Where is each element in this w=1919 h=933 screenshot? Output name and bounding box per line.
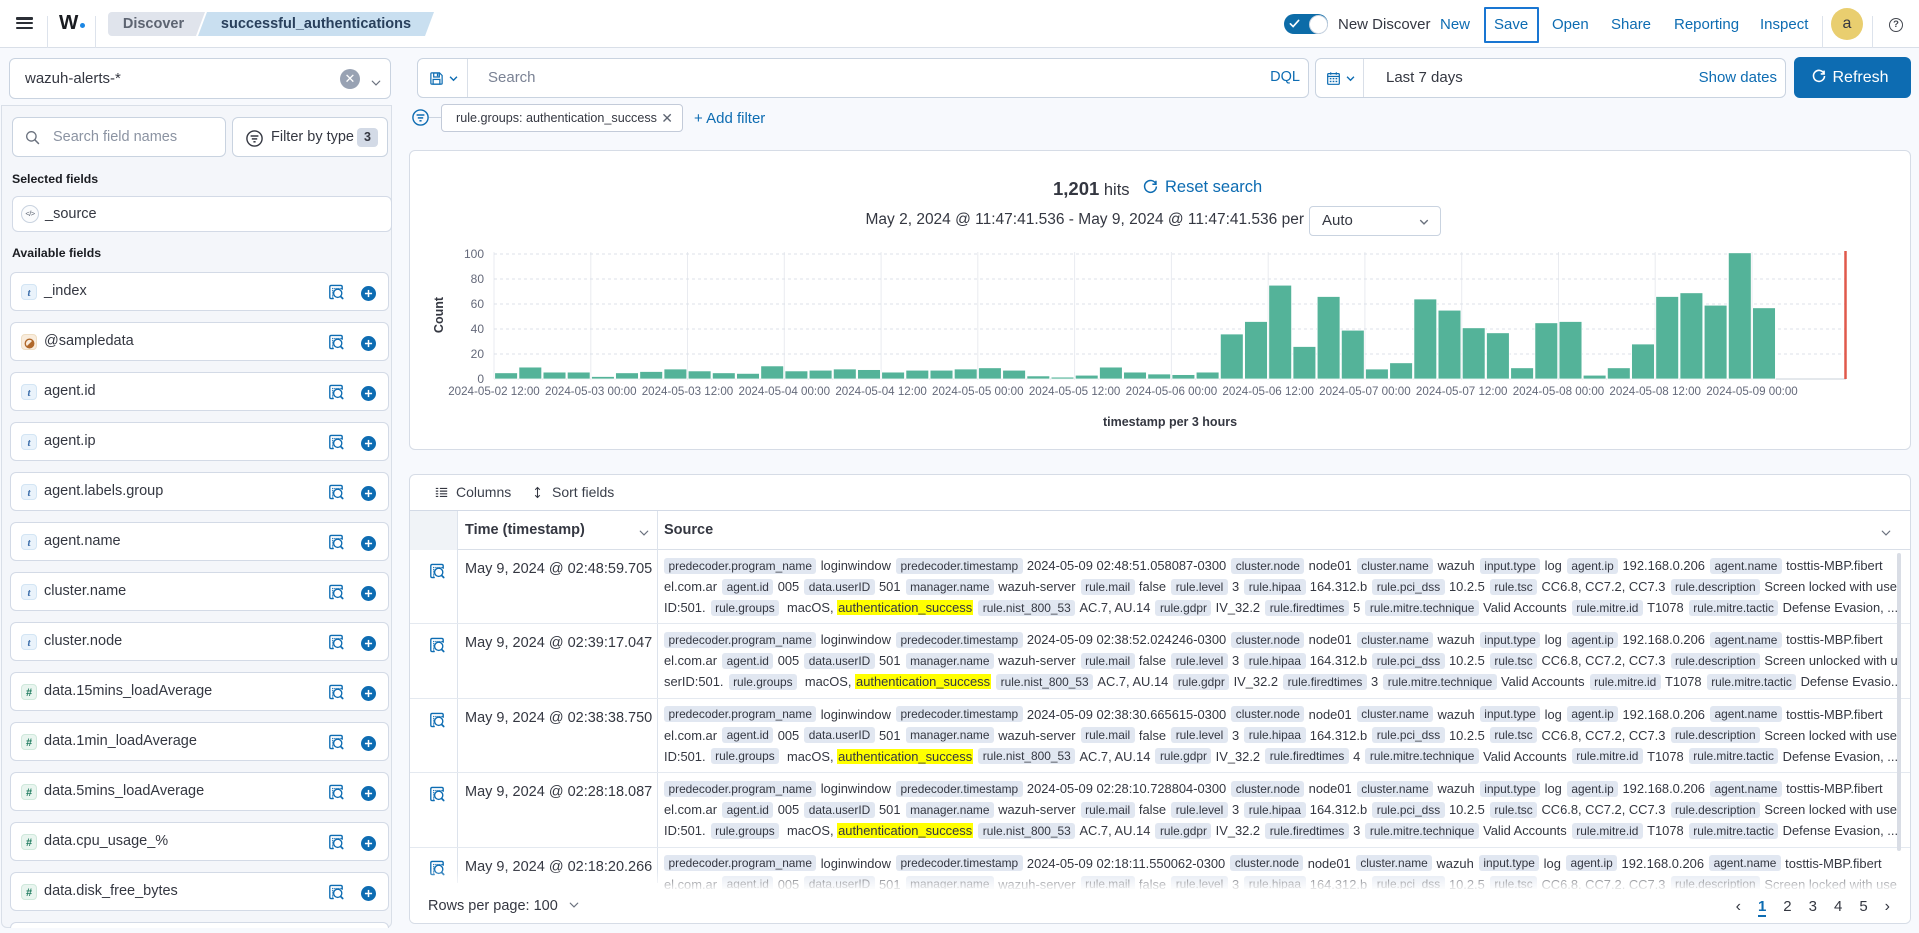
- svg-text:80: 80: [471, 272, 485, 286]
- svg-text:2024-05-05 00:00: 2024-05-05 00:00: [932, 385, 1024, 398]
- svg-text:20: 20: [471, 347, 485, 361]
- svg-text:2024-05-04 00:00: 2024-05-04 00:00: [739, 385, 831, 398]
- svg-text:2024-05-06 00:00: 2024-05-06 00:00: [1126, 385, 1218, 398]
- svg-text:2024-05-05 12:00: 2024-05-05 12:00: [1029, 385, 1121, 398]
- svg-text:2024-05-08 12:00: 2024-05-08 12:00: [1609, 385, 1701, 398]
- svg-text:2024-05-06 12:00: 2024-05-06 12:00: [1222, 385, 1314, 398]
- svg-text:timestamp per 3 hours: timestamp per 3 hours: [1103, 415, 1237, 429]
- svg-text:100: 100: [464, 247, 484, 261]
- svg-text:2024-05-02 12:00: 2024-05-02 12:00: [448, 385, 540, 398]
- svg-text:0: 0: [477, 372, 484, 386]
- svg-text:60: 60: [471, 297, 485, 311]
- svg-text:40: 40: [471, 322, 485, 336]
- svg-text:2024-05-09 00:00: 2024-05-09 00:00: [1706, 385, 1798, 398]
- svg-text:2024-05-07 12:00: 2024-05-07 12:00: [1416, 385, 1508, 398]
- svg-text:2024-05-03 00:00: 2024-05-03 00:00: [545, 385, 637, 398]
- svg-text:2024-05-08 00:00: 2024-05-08 00:00: [1513, 385, 1605, 398]
- svg-text:Count: Count: [432, 296, 446, 333]
- svg-text:2024-05-04 12:00: 2024-05-04 12:00: [835, 385, 927, 398]
- svg-text:2024-05-03 12:00: 2024-05-03 12:00: [642, 385, 734, 398]
- svg-text:2024-05-07 00:00: 2024-05-07 00:00: [1319, 385, 1411, 398]
